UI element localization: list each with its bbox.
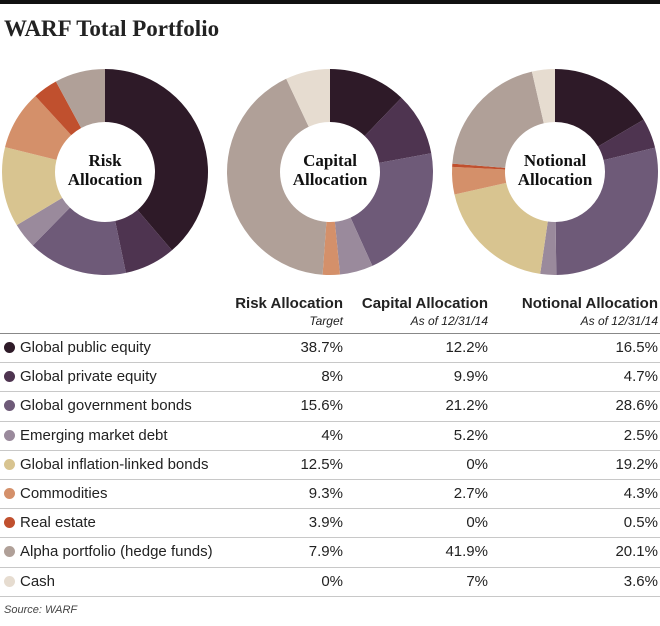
table-value: 4.3% — [623, 485, 658, 502]
donut-label: Risk Allocation — [67, 151, 143, 189]
donut-slice — [35, 81, 82, 136]
table-value: 41.9% — [445, 543, 488, 561]
page-title: WARF Total Portfolio — [4, 16, 220, 41]
legend-swatch — [4, 488, 15, 499]
table-value: 5.2% — [453, 426, 488, 444]
row-divider — [0, 362, 660, 364]
donut-slice — [350, 153, 433, 266]
donut-slice — [555, 69, 644, 147]
row-label: Global inflation-linked bonds — [20, 455, 209, 473]
legend-swatch — [4, 371, 15, 383]
table-value: 2.5% — [623, 426, 658, 444]
row-divider — [0, 566, 660, 568]
legend-swatch — [4, 546, 15, 558]
donut-slice — [555, 147, 658, 275]
donut-slice — [330, 69, 402, 136]
donut-slice — [364, 97, 432, 163]
donut-slice — [452, 71, 544, 168]
donut-label: Notional Allocation — [517, 151, 593, 189]
table-value: 7% — [466, 572, 488, 590]
table-value: 9.3% — [308, 485, 343, 502]
row-label: Global private equity — [20, 368, 157, 386]
donut-slice — [334, 217, 373, 275]
donut-slice — [16, 197, 70, 246]
column-subheader: Target — [309, 314, 343, 328]
row-divider — [0, 449, 660, 451]
table-value: 28.6% — [615, 397, 658, 415]
row-label: Real estate — [20, 514, 96, 532]
donut-slice — [452, 166, 507, 195]
donut-slice — [598, 119, 656, 161]
donut-slice — [227, 78, 327, 275]
donut-slice — [115, 209, 172, 273]
donut-slice — [454, 182, 548, 274]
top-bar — [0, 0, 660, 4]
column-header: Capital Allocation — [361, 295, 488, 312]
column-header: Risk Allocation — [235, 295, 343, 312]
table-value: 2.7% — [453, 485, 488, 502]
table-value: 9.9% — [453, 368, 488, 386]
donut-slice — [322, 221, 341, 276]
row-divider — [0, 537, 660, 539]
row-divider — [0, 420, 660, 422]
table-value: 3.6% — [623, 572, 658, 590]
donut-slice — [540, 221, 557, 275]
row-label: Emerging market debt — [20, 426, 168, 444]
donut-slice — [105, 69, 208, 251]
donut-label: Capital Allocation — [292, 151, 368, 189]
row-label: Alpha portfolio (hedge funds) — [20, 543, 213, 561]
legend-swatch — [4, 342, 15, 353]
table-value: 0% — [321, 572, 343, 590]
table-value: 12.2% — [445, 339, 488, 356]
table-value: 21.2% — [445, 397, 488, 415]
row-label: Global public equity — [20, 339, 151, 356]
legend-swatch — [4, 517, 15, 529]
column-subheader: As of 12/31/14 — [410, 314, 488, 328]
source-note: Source: WARF — [4, 604, 78, 616]
donut-slice — [286, 69, 330, 127]
row-divider — [0, 333, 660, 334]
row-divider — [0, 479, 660, 480]
table-value: 0% — [466, 455, 488, 473]
table-value: 8% — [321, 368, 343, 386]
column-header: Notional Allocation — [521, 295, 658, 312]
table-value: 15.6% — [300, 397, 343, 415]
table-value: 20.1% — [615, 543, 658, 561]
table-value: 12.5% — [300, 455, 343, 473]
legend-swatch — [4, 400, 15, 412]
table-value: 16.5% — [615, 339, 658, 356]
donut-charts — [1, 69, 658, 276]
legend-swatch — [4, 458, 15, 470]
table-value: 7.9% — [308, 543, 343, 561]
donut-slice — [5, 96, 72, 160]
table-value: 4.7% — [623, 368, 658, 386]
table-value: 0.5% — [623, 514, 658, 532]
row-label: Global government bonds — [20, 397, 192, 415]
table-value: 38.7% — [300, 339, 343, 356]
row-label: Commodities — [20, 485, 108, 502]
donut-slice — [1, 147, 63, 226]
table-value: 19.2% — [615, 455, 658, 473]
legend-swatch — [4, 429, 15, 441]
donut-slice — [55, 69, 105, 129]
table-value: 0% — [466, 514, 488, 532]
donut-slice — [32, 207, 126, 276]
table-value: 4% — [321, 426, 343, 444]
row-divider — [0, 508, 660, 510]
table-value: 3.9% — [308, 514, 343, 532]
column-subheader: As of 12/31/14 — [580, 314, 658, 328]
donut-slice — [452, 163, 506, 170]
row-divider — [0, 595, 660, 597]
row-label: Cash — [20, 572, 56, 590]
donut-slice — [531, 69, 555, 124]
row-divider — [0, 391, 660, 393]
legend-swatch — [4, 575, 15, 587]
